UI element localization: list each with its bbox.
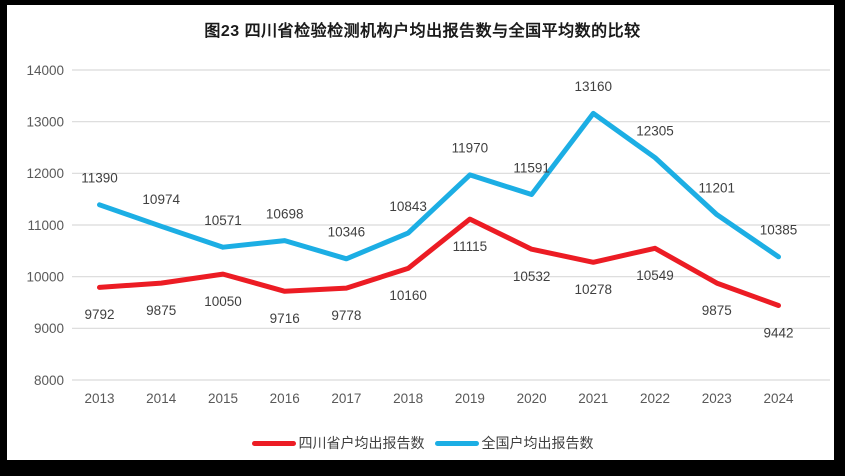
data-label: 9778 bbox=[331, 308, 361, 323]
y-axis-tick-label: 10000 bbox=[26, 270, 64, 285]
data-label: 9442 bbox=[763, 325, 793, 340]
data-label: 10698 bbox=[266, 206, 304, 221]
data-label: 10346 bbox=[328, 225, 366, 240]
data-label: 11201 bbox=[699, 180, 736, 195]
legend-item-national: 全国户均出报告数 bbox=[434, 433, 594, 453]
x-axis-tick-label: 2022 bbox=[640, 391, 670, 406]
x-axis-tick-label: 2016 bbox=[270, 391, 300, 406]
data-label: 9875 bbox=[702, 303, 732, 318]
legend-red-line-icon bbox=[251, 440, 296, 446]
legend-item-sichuan: 四川省户均出报告数 bbox=[251, 433, 425, 453]
chart-title: 图23 四川省检验检测机构户均出报告数与全国平均数的比较 bbox=[204, 23, 641, 40]
x-axis-tick-label: 2020 bbox=[517, 391, 547, 406]
data-label: 10278 bbox=[575, 282, 613, 297]
chart-legend: 四川省户均出报告数 全国户均出报告数 bbox=[0, 433, 845, 453]
y-axis-tick-label: 11000 bbox=[27, 218, 64, 233]
data-label: 10974 bbox=[142, 192, 180, 207]
data-label: 13160 bbox=[575, 79, 613, 94]
x-axis-tick-label: 2018 bbox=[393, 391, 423, 406]
legend-label-sichuan: 四川省户均出报告数 bbox=[298, 435, 425, 451]
chart-panel bbox=[7, 5, 834, 460]
y-axis-tick-label: 14000 bbox=[26, 63, 64, 78]
data-label: 9792 bbox=[84, 307, 114, 322]
data-label: 11970 bbox=[452, 141, 489, 156]
x-axis-tick-label: 2021 bbox=[578, 391, 608, 406]
data-label: 10385 bbox=[760, 223, 798, 238]
data-label: 11591 bbox=[513, 160, 550, 175]
legend-blue-line-icon bbox=[434, 440, 479, 446]
x-axis-tick-label: 2014 bbox=[146, 391, 177, 406]
x-axis-tick-label: 2017 bbox=[331, 391, 361, 406]
data-label: 10050 bbox=[204, 294, 242, 309]
x-axis-tick-label: 2023 bbox=[702, 391, 732, 406]
y-axis-tick-label: 13000 bbox=[26, 115, 64, 130]
data-label: 10549 bbox=[636, 268, 674, 283]
data-label: 10843 bbox=[389, 199, 427, 214]
data-label: 9716 bbox=[270, 311, 300, 326]
x-axis-tick-label: 2019 bbox=[455, 391, 485, 406]
data-label: 11390 bbox=[81, 171, 118, 186]
series-line-1 bbox=[97, 110, 781, 262]
data-label: 10571 bbox=[204, 213, 242, 228]
x-axis-tick-label: 2013 bbox=[84, 391, 114, 406]
series-line-0 bbox=[97, 216, 781, 308]
data-label: 9875 bbox=[146, 303, 176, 318]
y-axis-tick-label: 8000 bbox=[34, 373, 64, 388]
data-label: 11115 bbox=[453, 239, 488, 254]
legend-label-national: 全国户均出报告数 bbox=[481, 435, 594, 451]
y-axis-tick-label: 12000 bbox=[26, 166, 64, 181]
x-axis-tick-label: 2024 bbox=[763, 391, 794, 406]
y-axis-tick-label: 9000 bbox=[34, 321, 64, 336]
x-axis-tick-label: 2015 bbox=[208, 391, 238, 406]
data-label: 10160 bbox=[389, 288, 427, 303]
data-label: 10532 bbox=[513, 269, 551, 284]
data-label: 12305 bbox=[636, 123, 674, 138]
